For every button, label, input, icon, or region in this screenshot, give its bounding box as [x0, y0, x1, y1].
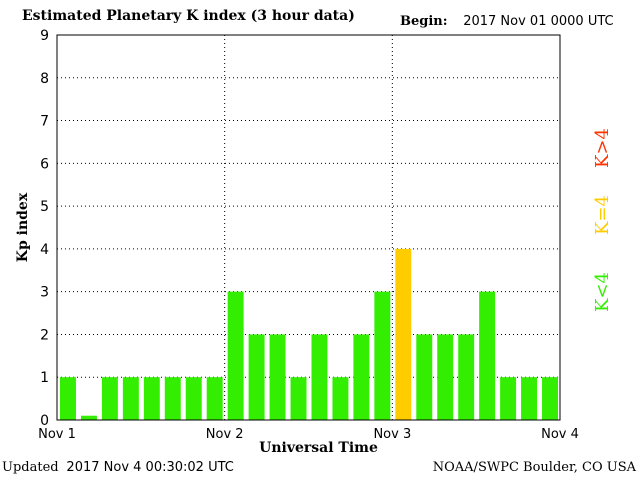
x-axis-label: Universal Time	[259, 440, 378, 456]
legend-below: K<4	[592, 272, 613, 312]
y-tick-label: 1	[40, 370, 49, 386]
kp-bar	[395, 248, 412, 420]
kp-bar	[206, 377, 223, 420]
y-tick-label: 7	[40, 114, 49, 130]
y-tick-label: 3	[40, 285, 49, 301]
x-tick-label: Nov 2	[206, 427, 244, 442]
kp-bar	[227, 291, 244, 420]
y-tick-label: 2	[40, 327, 49, 343]
source-credit: NOAA/SWPC Boulder, CO USA	[432, 460, 636, 475]
updated-value: 2017 Nov 4 00:30:02 UTC	[66, 460, 234, 475]
kp-bar	[269, 334, 286, 420]
kp-bar	[416, 334, 433, 420]
legend-equal: K=4	[592, 195, 613, 235]
updated-label: Updated	[2, 460, 59, 475]
kp-bar	[311, 334, 328, 420]
updated-info: Updated 2017 Nov 4 00:30:02 UTC	[2, 460, 234, 475]
kp-bar	[500, 377, 517, 420]
kp-bar	[479, 291, 496, 420]
y-tick-label: 0	[40, 413, 49, 429]
kp-bar	[185, 377, 202, 420]
kp-bar	[332, 377, 349, 420]
kp-bar	[374, 291, 391, 420]
kp-bar	[101, 377, 118, 420]
kp-bar	[143, 377, 160, 420]
y-tick-label: 9	[40, 28, 49, 44]
legend-above: K>4	[592, 128, 613, 168]
y-tick-label: 5	[40, 199, 49, 215]
kp-bar	[458, 334, 475, 420]
kp-bar	[437, 334, 454, 420]
y-tick-label: 8	[40, 71, 49, 87]
kp-bar	[60, 377, 76, 420]
kp-bar	[248, 334, 265, 420]
kp-bar	[80, 415, 97, 420]
begin-label: Begin:	[400, 14, 448, 29]
kp-bar	[542, 377, 558, 420]
x-tick-label: Nov 1	[38, 427, 76, 442]
kp-bar	[521, 377, 538, 420]
kp-bar	[164, 377, 181, 420]
kp-bar	[353, 334, 370, 420]
kp-bar	[122, 377, 139, 420]
begin-value: 2017 Nov 01 0000 UTC	[463, 14, 614, 29]
x-tick-label: Nov 4	[541, 427, 579, 442]
plot-frame	[56, 34, 561, 421]
begin-info: Begin: 2017 Nov 01 0000 UTC	[400, 14, 614, 29]
y-tick-label: 6	[40, 156, 49, 172]
kp-bar	[290, 377, 307, 420]
y-axis-label: Kp index	[15, 192, 31, 262]
chart-title: Estimated Planetary K index (3 hour data…	[22, 8, 355, 24]
y-tick-label: 4	[40, 242, 49, 258]
x-tick-label: Nov 3	[373, 427, 411, 442]
